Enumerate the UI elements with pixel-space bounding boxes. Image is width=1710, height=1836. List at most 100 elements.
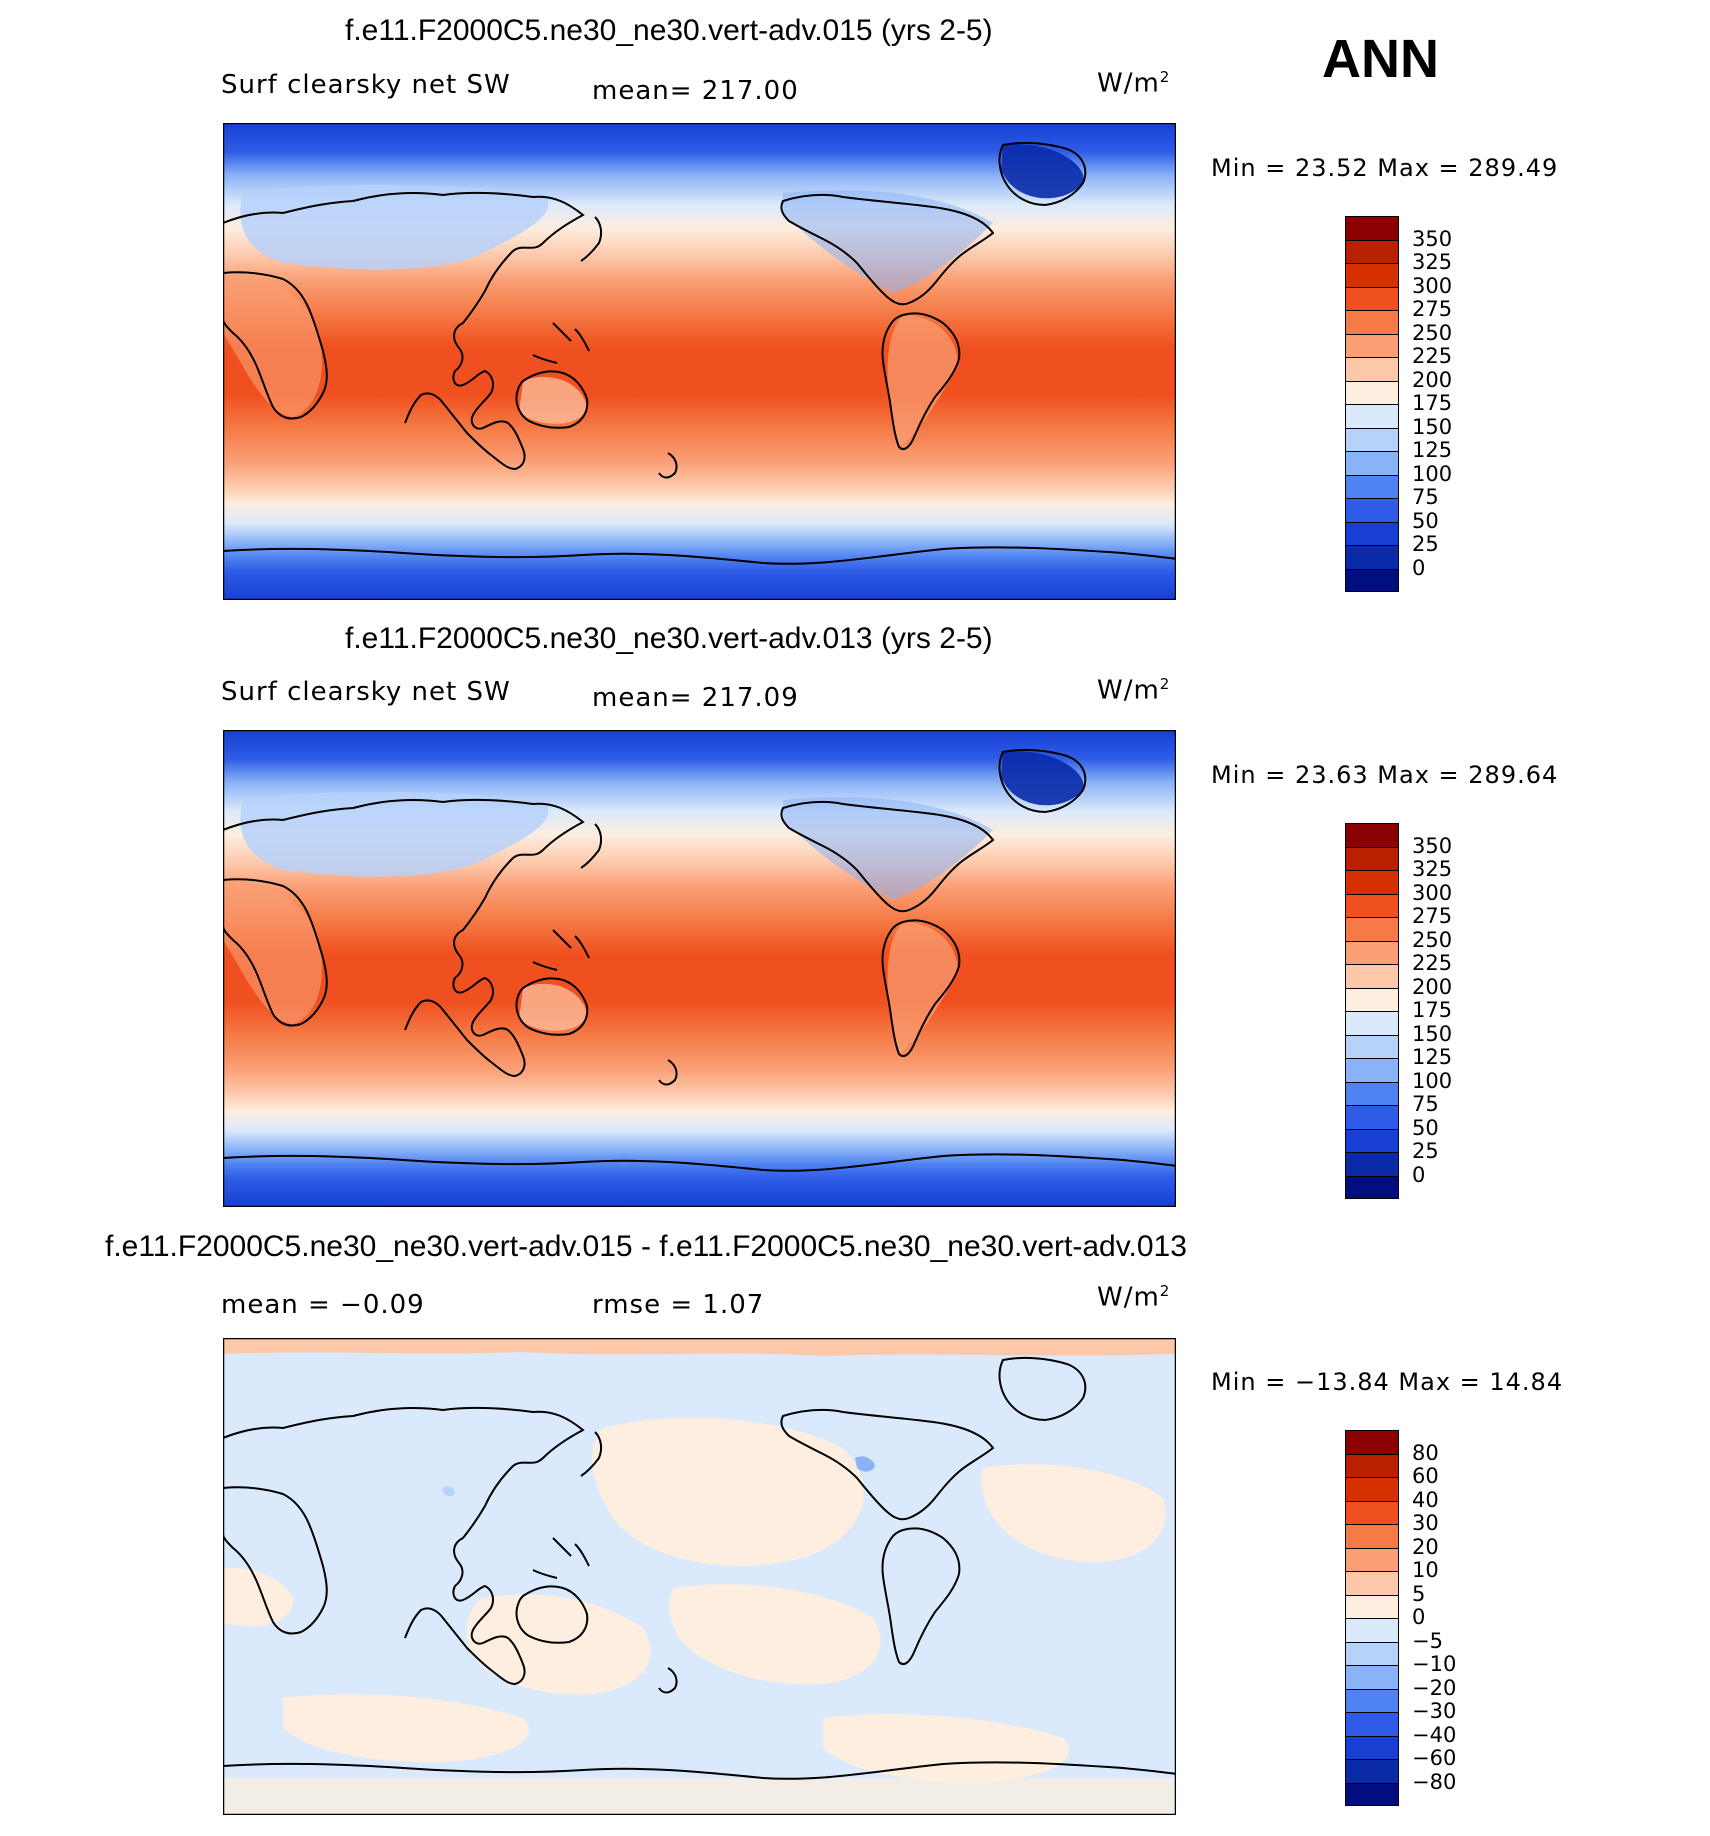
panel-3-mean: mean = −0.09 <box>221 1290 425 1320</box>
panel-2-minmax: Min = 23.63 Max = 289.64 <box>1211 761 1559 789</box>
colorbar-tick-label: 350 <box>1412 833 1453 858</box>
colorbar-swatch <box>1345 1688 1399 1712</box>
colorbar-tick-label: 75 <box>1412 485 1439 509</box>
panel-3-map <box>223 1338 1176 1815</box>
colorbar-tick-label: 200 <box>1412 367 1453 392</box>
colorbar-swatch <box>1345 545 1399 569</box>
colorbar-tick-label: −60 <box>1412 1746 1457 1770</box>
colorbar-swatch <box>1345 1665 1399 1689</box>
colorbar-tick-label: 275 <box>1412 904 1453 928</box>
colorbar-tick-label: 80 <box>1412 1440 1439 1465</box>
colorbar-tick-label: 125 <box>1412 438 1453 462</box>
colorbar-tick-label: −80 <box>1412 1769 1457 1794</box>
colorbar-swatch <box>1345 380 1399 404</box>
panel-3-minmax: Min = −13.84 Max = 14.84 <box>1211 1368 1564 1396</box>
colorbar-tick-label: 60 <box>1412 1464 1439 1488</box>
colorbar-swatch <box>1345 498 1399 522</box>
colorbar-swatch <box>1345 1735 1399 1759</box>
colorbar-swatch <box>1345 357 1399 381</box>
colorbar-tick-label: 300 <box>1412 273 1453 298</box>
colorbar-tick-label: 50 <box>1412 1115 1439 1140</box>
panel-2-variable: Surf clearsky net SW <box>221 677 511 707</box>
colorbar-tick-label: 0 <box>1412 555 1426 580</box>
colorbar-tick-label: 225 <box>1412 951 1453 975</box>
panel-2-title: f.e11.F2000C5.ne30_ne30.vert-adv.013 (yr… <box>345 622 993 655</box>
panel-1-map <box>223 123 1176 600</box>
colorbar-swatch <box>1345 310 1399 334</box>
colorbar-swatch <box>1345 1641 1399 1665</box>
colorbar-swatch <box>1345 987 1399 1011</box>
colorbar-swatch <box>1345 1594 1399 1618</box>
colorbar-swatch <box>1345 1081 1399 1105</box>
panel-2-colorbar <box>1345 823 1399 1199</box>
panel-1-colorbar <box>1345 216 1399 592</box>
colorbar-swatch <box>1345 521 1399 545</box>
colorbar-swatch <box>1345 286 1399 310</box>
colorbar-swatch <box>1345 1618 1399 1642</box>
colorbar-tick-label: −10 <box>1412 1652 1457 1676</box>
colorbar-swatch <box>1345 451 1399 475</box>
panel-2-units: W/m2 <box>1097 675 1171 706</box>
colorbar-tick-label: 225 <box>1412 344 1453 368</box>
colorbar-swatch <box>1345 1712 1399 1736</box>
colorbar-swatch <box>1345 1547 1399 1571</box>
panel-1-units: W/m2 <box>1097 68 1171 99</box>
colorbar-swatch <box>1345 1453 1399 1477</box>
colorbar-swatch <box>1345 917 1399 941</box>
panel-2-mean: mean= 217.09 <box>592 683 799 713</box>
colorbar-swatch <box>1345 1477 1399 1501</box>
colorbar-swatch <box>1345 1105 1399 1129</box>
colorbar-swatch <box>1345 474 1399 498</box>
colorbar-tick-label: 100 <box>1412 1068 1453 1093</box>
colorbar-tick-label: 325 <box>1412 250 1453 274</box>
colorbar-tick-label: 150 <box>1412 1021 1453 1046</box>
panel-3-units: W/m2 <box>1097 1282 1171 1313</box>
colorbar-tick-label: 250 <box>1412 927 1453 952</box>
colorbar-tick-label: −20 <box>1412 1675 1457 1700</box>
panel-3-rmse: rmse = 1.07 <box>592 1290 765 1320</box>
panel-1-title: f.e11.F2000C5.ne30_ne30.vert-adv.015 (yr… <box>345 14 993 47</box>
colorbar-tick-label: 275 <box>1412 297 1453 321</box>
panel-3-title: f.e11.F2000C5.ne30_ne30.vert-adv.015 - f… <box>105 1230 1187 1263</box>
colorbar-swatch <box>1345 1011 1399 1035</box>
colorbar-tick-label: 200 <box>1412 974 1453 999</box>
colorbar-swatch <box>1345 1571 1399 1595</box>
colorbar-tick-label: 100 <box>1412 461 1453 486</box>
colorbar-tick-label: 150 <box>1412 414 1453 439</box>
colorbar-swatch <box>1345 846 1399 870</box>
colorbar-tick-label: 325 <box>1412 857 1453 881</box>
colorbar-swatch <box>1345 1128 1399 1152</box>
colorbar-swatch <box>1345 870 1399 894</box>
colorbar-tick-label: 350 <box>1412 226 1453 251</box>
colorbar-swatch <box>1345 1782 1399 1806</box>
panel-1-minmax: Min = 23.52 Max = 289.49 <box>1211 154 1559 182</box>
panel-3-colorbar <box>1345 1430 1399 1806</box>
colorbar-tick-label: −40 <box>1412 1722 1457 1747</box>
colorbar-tick-label: 25 <box>1412 1139 1439 1163</box>
colorbar-tick-label: 75 <box>1412 1092 1439 1116</box>
season-label: ANN <box>1322 29 1439 89</box>
colorbar-swatch <box>1345 263 1399 287</box>
colorbar-swatch <box>1345 427 1399 451</box>
colorbar-swatch <box>1345 823 1399 847</box>
colorbar-tick-label: 30 <box>1412 1511 1439 1535</box>
colorbar-swatch <box>1345 1152 1399 1176</box>
colorbar-swatch <box>1345 333 1399 357</box>
colorbar-swatch <box>1345 1524 1399 1548</box>
colorbar-tick-label: 50 <box>1412 508 1439 533</box>
colorbar-tick-label: 0 <box>1412 1162 1426 1187</box>
colorbar-swatch <box>1345 893 1399 917</box>
panel-2-map <box>223 730 1176 1207</box>
colorbar-tick-label: 25 <box>1412 532 1439 556</box>
colorbar-tick-label: 125 <box>1412 1045 1453 1069</box>
colorbar-tick-label: 250 <box>1412 320 1453 345</box>
colorbar-tick-label: 20 <box>1412 1534 1439 1559</box>
colorbar-swatch <box>1345 404 1399 428</box>
colorbar-swatch <box>1345 1500 1399 1524</box>
colorbar-tick-label: 10 <box>1412 1558 1439 1582</box>
colorbar-swatch <box>1345 1034 1399 1058</box>
panel-1-variable: Surf clearsky net SW <box>221 70 511 100</box>
colorbar-tick-label: −30 <box>1412 1699 1457 1723</box>
colorbar-swatch <box>1345 216 1399 240</box>
colorbar-tick-label: 175 <box>1412 998 1453 1022</box>
